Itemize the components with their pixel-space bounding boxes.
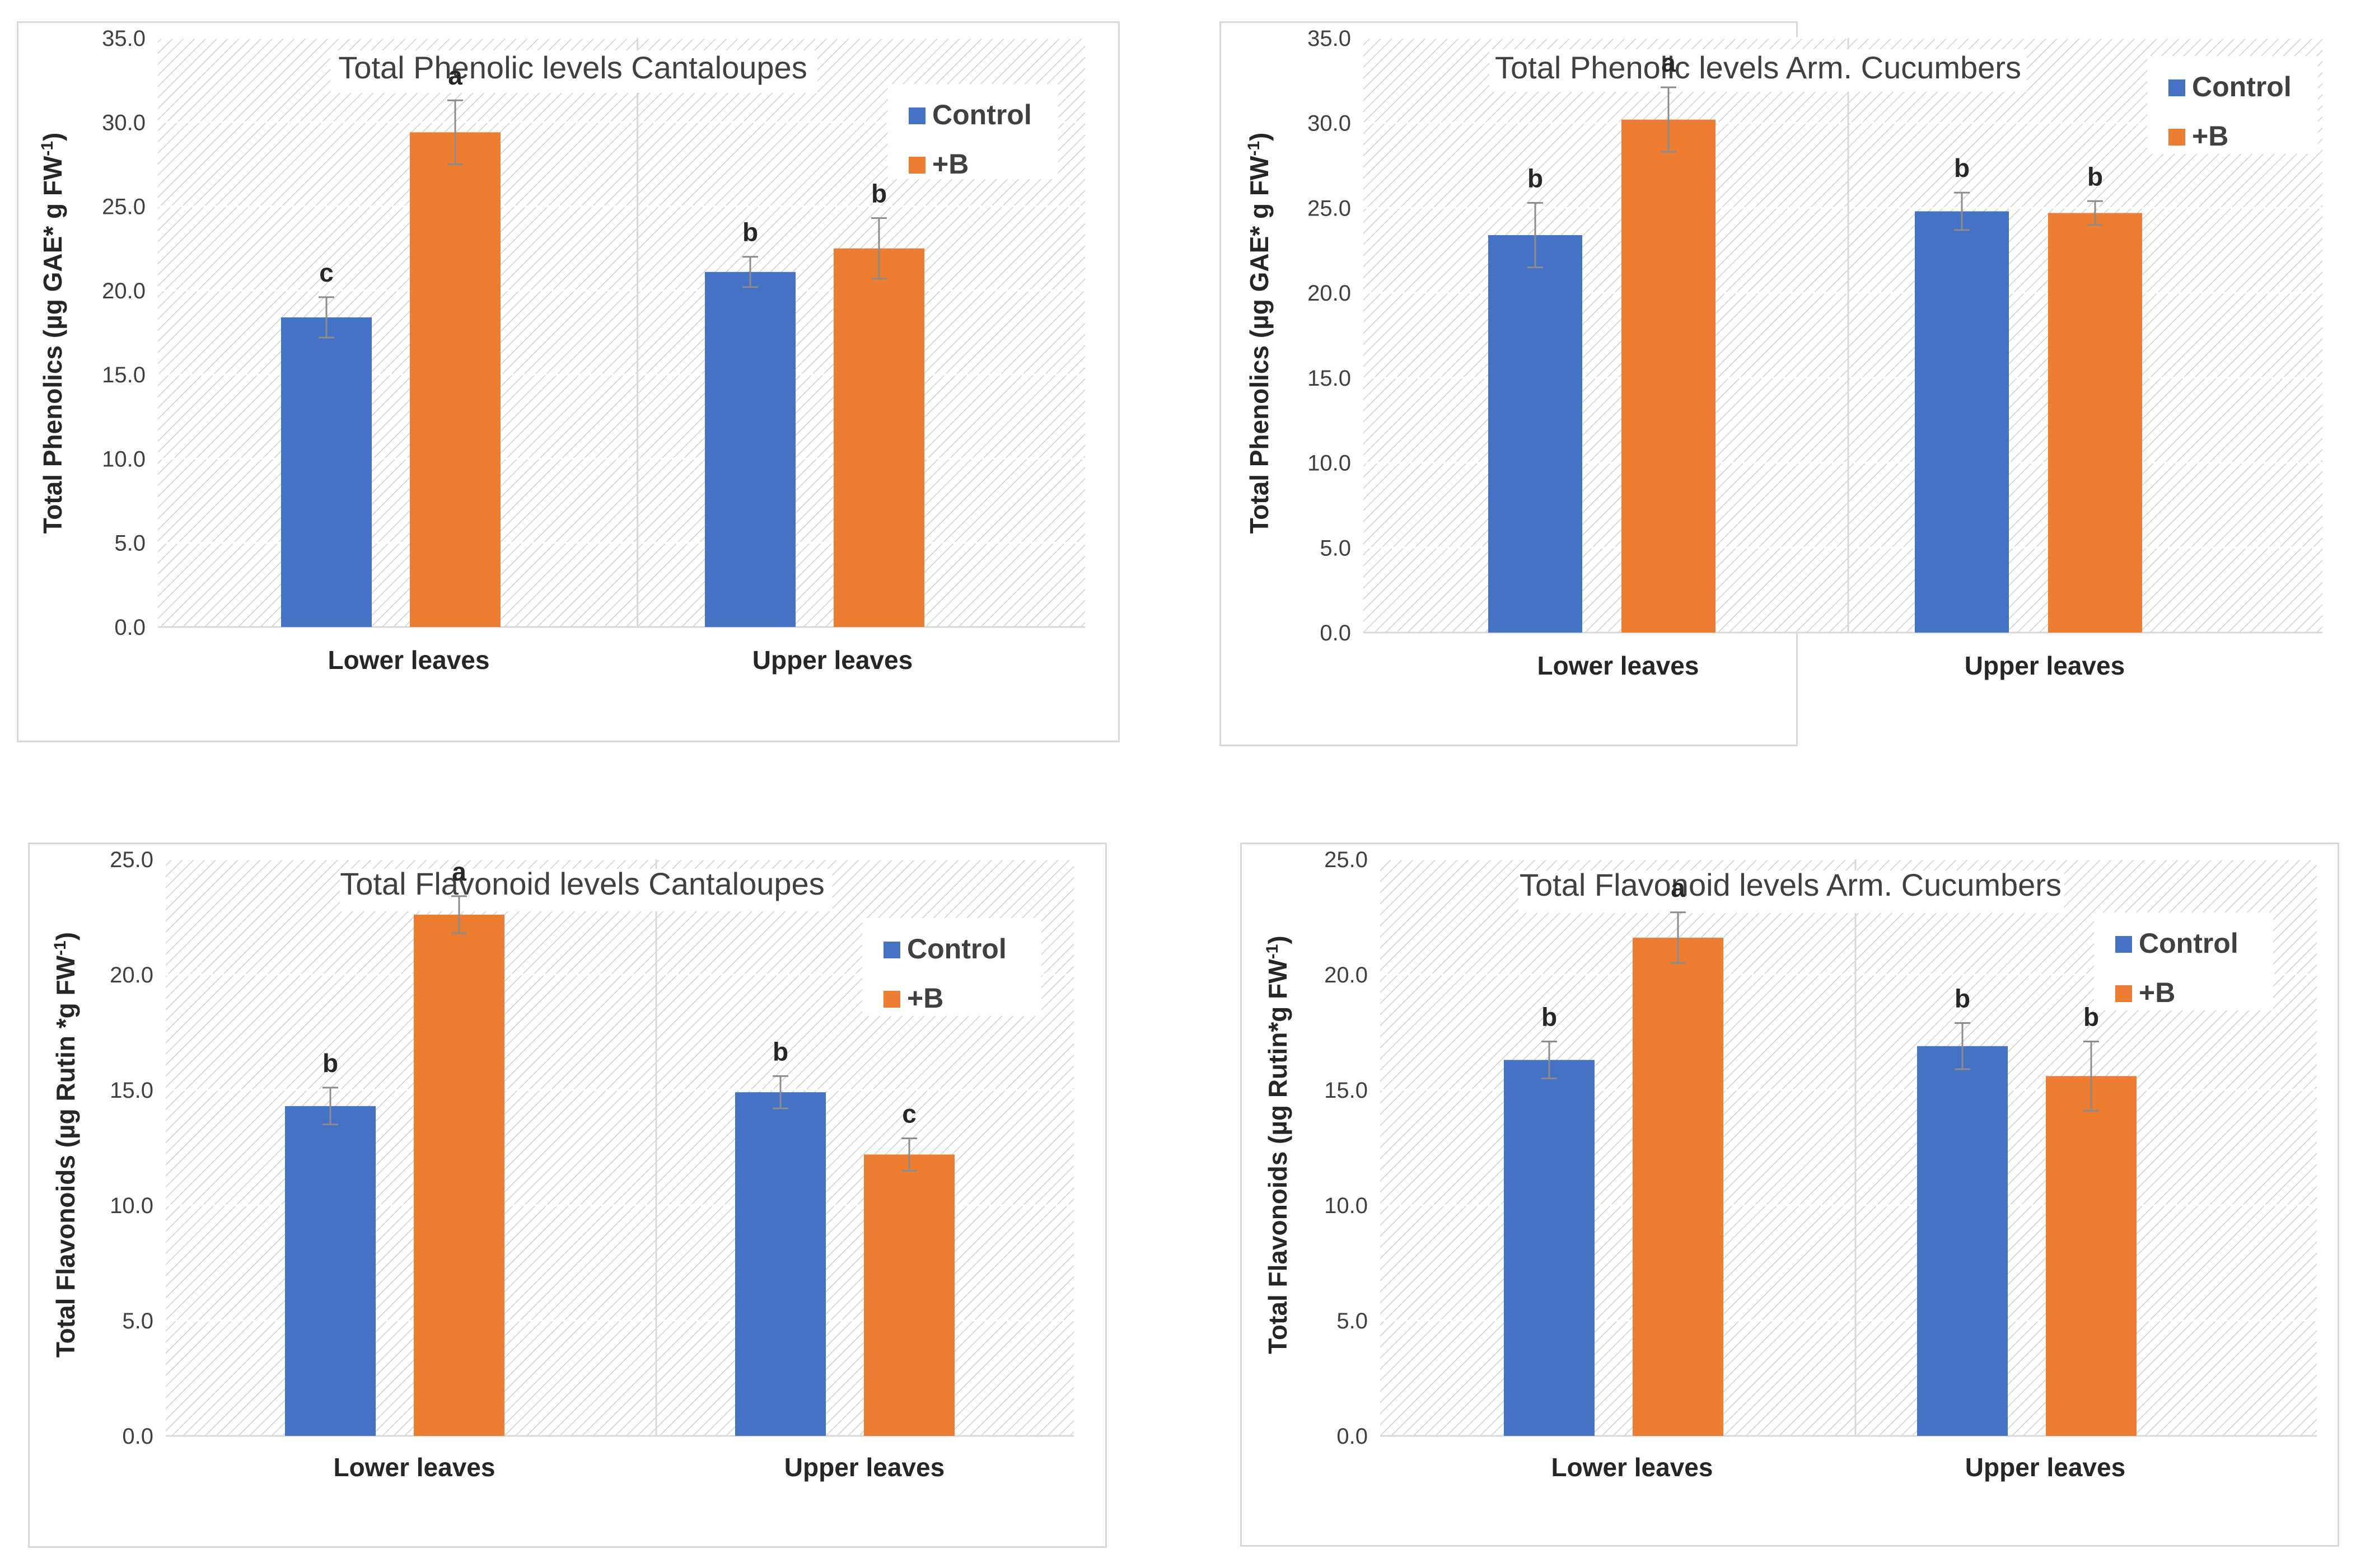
y-tick-label: 20.0 xyxy=(102,279,146,303)
y-tick-label: 0.0 xyxy=(114,615,146,640)
legend-label: +B xyxy=(2139,977,2175,1008)
bar-boron xyxy=(410,132,501,627)
bar-control xyxy=(1917,1046,2008,1436)
y-tick-label: 10.0 xyxy=(1324,1193,1368,1218)
y-tick-label: 0.0 xyxy=(122,1424,153,1449)
category-label: Upper leaves xyxy=(1965,651,2125,680)
significance-letter: c xyxy=(319,258,334,287)
chart-title: Total Phenolic levels Arm. Cucumbers xyxy=(1495,50,2021,85)
bar-control xyxy=(705,272,796,627)
y-tick-label: 20.0 xyxy=(1324,963,1368,987)
bar-boron xyxy=(1633,938,1723,1436)
legend-swatch xyxy=(2115,985,2132,1002)
y-axis-label: Total Phenolics (µg GAE* g FW-1) xyxy=(38,133,67,534)
significance-letter: b xyxy=(742,218,758,247)
legend-swatch xyxy=(2168,129,2185,146)
significance-letter: b xyxy=(1527,163,1543,193)
legend-swatch xyxy=(909,157,925,174)
significance-letter: c xyxy=(902,1099,917,1129)
category-label: Lower leaves xyxy=(328,645,490,675)
y-tick-label: 5.0 xyxy=(1320,536,1351,560)
y-tick-label: 30.0 xyxy=(102,110,146,135)
bar-control xyxy=(1504,1060,1595,1436)
bar-boron xyxy=(2048,213,2142,633)
bar-control xyxy=(281,317,372,627)
significance-letter: a xyxy=(1671,873,1685,902)
legend-swatch xyxy=(2168,79,2185,96)
y-tick-label: 25.0 xyxy=(1307,196,1351,221)
category-label: Lower leaves xyxy=(1537,651,1699,680)
category-label: Upper leaves xyxy=(752,645,913,675)
y-tick-label: 25.0 xyxy=(1324,848,1368,872)
y-axis-label: Total Flavonoids (µg Rutin *g FW-1) xyxy=(51,932,80,1358)
significance-letter: a xyxy=(448,61,462,90)
y-tick-label: 5.0 xyxy=(1336,1309,1368,1333)
chart-title: Total Phenolic levels Cantaloupes xyxy=(338,50,807,85)
legend-swatch xyxy=(884,991,900,1008)
significance-letter: b xyxy=(871,179,887,208)
legend-label: +B xyxy=(907,982,943,1014)
bar-control xyxy=(1915,211,2009,633)
legend-label: +B xyxy=(932,148,969,180)
legend-swatch xyxy=(909,107,925,124)
y-tick-label: 15.0 xyxy=(1324,1078,1368,1103)
legend-swatch xyxy=(884,942,900,958)
title-background xyxy=(330,50,817,93)
legend-label: Control xyxy=(932,99,1032,130)
y-tick-label: 35.0 xyxy=(1307,26,1351,51)
y-axis-label: Total Phenolics (µg GAE* g FW-1) xyxy=(1245,133,1274,534)
y-tick-label: 10.0 xyxy=(1307,451,1351,476)
title-background xyxy=(1489,49,2027,92)
title-background xyxy=(1518,870,2064,913)
y-tick-label: 25.0 xyxy=(110,848,153,872)
category-label: Lower leaves xyxy=(334,1453,495,1482)
y-tick-label: 15.0 xyxy=(1307,366,1351,391)
y-axis-label: Total Flavonoids (µg Rutin*g FW-1) xyxy=(1263,935,1292,1354)
significance-letter: b xyxy=(1954,153,1970,182)
bar-boron xyxy=(864,1154,955,1436)
y-tick-label: 5.0 xyxy=(114,531,146,556)
significance-letter: b xyxy=(1955,984,1970,1013)
y-tick-label: 10.0 xyxy=(102,447,146,471)
y-tick-label: 0.0 xyxy=(1320,621,1351,645)
legend-label: Control xyxy=(2192,71,2292,102)
chart-title: Total Flavonoid levels Cantaloupes xyxy=(340,866,824,901)
category-label: Lower leaves xyxy=(1551,1453,1713,1482)
significance-letter: a xyxy=(452,857,466,886)
chart-title: Total Flavonoid levels Arm. Cucumbers xyxy=(1520,867,2062,902)
significance-letter: b xyxy=(1541,1002,1557,1031)
bar-control xyxy=(1488,235,1582,633)
significance-letter: b xyxy=(2087,162,2103,191)
category-label: Upper leaves xyxy=(1965,1453,2125,1482)
bar-control xyxy=(735,1092,826,1436)
y-tick-label: 25.0 xyxy=(102,195,146,219)
y-tick-label: 5.0 xyxy=(122,1309,153,1333)
legend-swatch xyxy=(2115,936,2132,953)
y-tick-label: 30.0 xyxy=(1307,111,1351,136)
significance-letter: a xyxy=(1661,48,1676,77)
y-tick-label: 10.0 xyxy=(110,1193,153,1218)
legend-label: +B xyxy=(2192,120,2228,152)
y-tick-label: 15.0 xyxy=(102,363,146,387)
y-tick-label: 20.0 xyxy=(110,963,153,987)
significance-letter: b xyxy=(322,1049,338,1078)
legend-label: Control xyxy=(907,933,1007,965)
legend-label: Control xyxy=(2139,928,2238,959)
bar-control xyxy=(285,1106,376,1436)
y-tick-label: 20.0 xyxy=(1307,281,1351,306)
bar-boron xyxy=(2046,1076,2137,1436)
y-tick-label: 35.0 xyxy=(102,26,146,51)
bar-boron xyxy=(834,248,924,627)
y-tick-label: 15.0 xyxy=(110,1078,153,1103)
category-label: Upper leaves xyxy=(784,1453,945,1482)
title-background xyxy=(340,869,833,911)
bar-boron xyxy=(1621,119,1715,633)
y-tick-label: 0.0 xyxy=(1336,1424,1368,1449)
bar-boron xyxy=(414,914,504,1436)
significance-letter: b xyxy=(773,1037,788,1066)
